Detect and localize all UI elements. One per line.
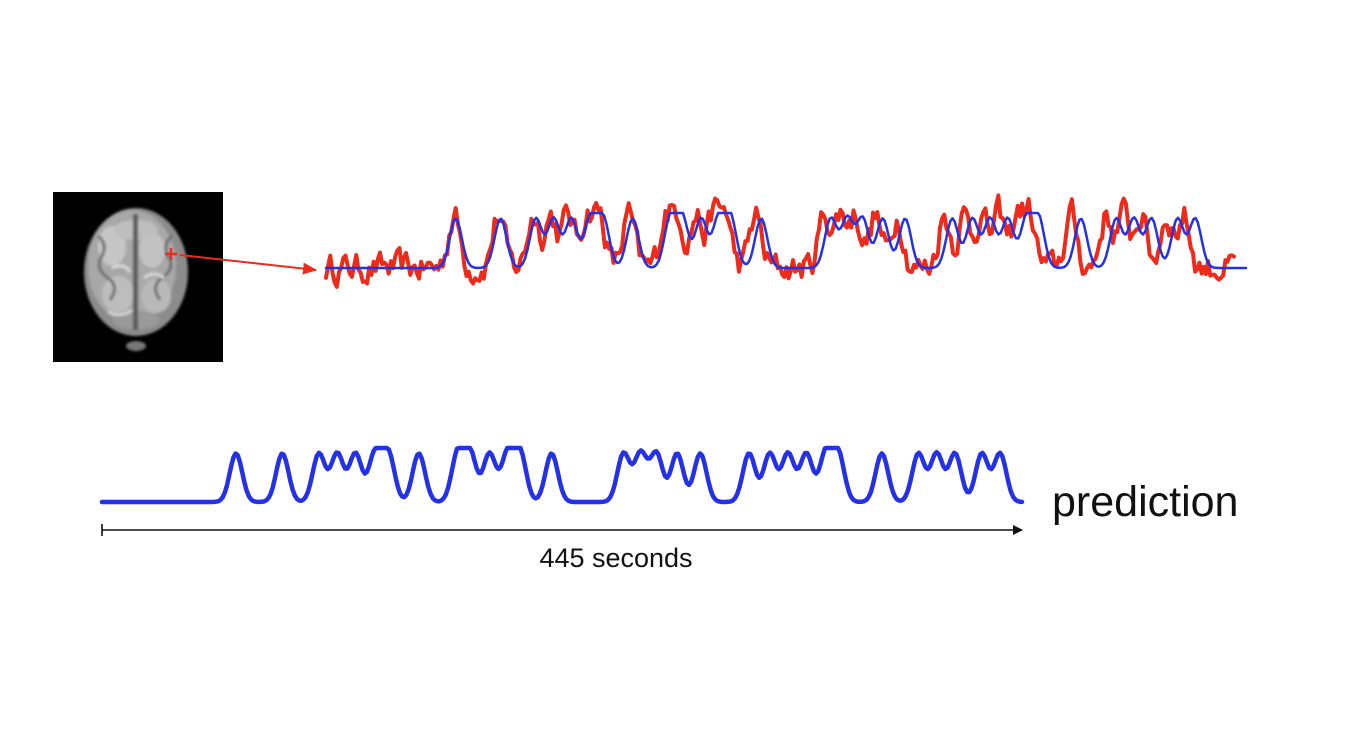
- prediction-label: prediction: [1052, 478, 1238, 526]
- model-fit-line: [324, 211, 1248, 270]
- time-axis: [101, 524, 1023, 536]
- prediction-plot: [99, 445, 1025, 505]
- voxel-signal-plot: [324, 193, 1248, 289]
- duration-label: 445 seconds: [539, 543, 692, 573]
- voxel-pointer-arrow: [179, 254, 317, 275]
- voxel-marker-icon: [165, 248, 177, 260]
- prediction-signal-line: [99, 445, 1025, 505]
- brain-mri-image: [53, 192, 223, 362]
